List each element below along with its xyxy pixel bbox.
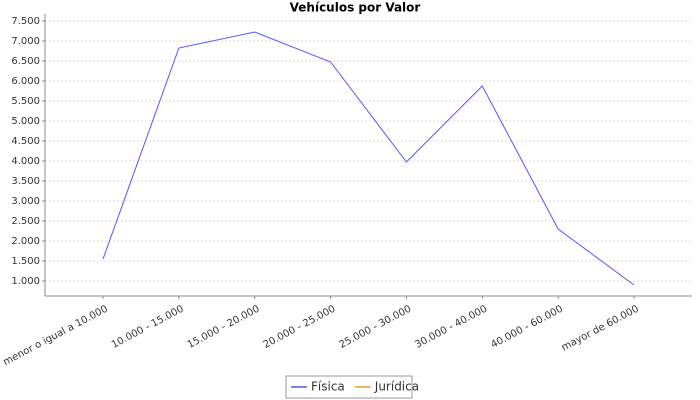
y-tick-label: 4.500 (11, 136, 40, 147)
y-tick-label: 1.500 (11, 256, 40, 267)
x-tick-label: 30.000 - 40.000 (413, 304, 489, 351)
y-tick-label: 3.500 (11, 176, 40, 187)
x-tick-label: 10.000 - 15.000 (110, 304, 186, 351)
x-tick-label: 40.000 - 60.000 (489, 304, 565, 351)
x-tick-label: menor o igual a 10.000 (2, 304, 110, 369)
y-tick-label: 3.000 (11, 196, 40, 207)
y-tick-label: 7.500 (11, 16, 40, 27)
y-tick-label: 4.000 (11, 156, 40, 167)
y-tick-label: 6.000 (11, 76, 40, 87)
y-tick-label: 2.500 (11, 216, 40, 227)
legend-label: Física (311, 380, 345, 394)
x-tick-label: 15.000 - 20.000 (186, 304, 262, 351)
y-tick-label: 6.500 (11, 56, 40, 67)
y-tick-label: 2.000 (11, 236, 40, 247)
x-tick-label: 25.000 - 30.000 (337, 304, 413, 351)
legend-label: Jurídica (374, 380, 419, 394)
legend-box (285, 375, 413, 399)
y-tick-label: 7.000 (11, 36, 40, 47)
y-tick-label: 5.000 (11, 116, 40, 127)
series-line (102, 31, 635, 286)
x-tick-label: 20.000 - 25.000 (262, 304, 338, 351)
y-tick-label: 5.500 (11, 96, 40, 107)
y-tick-label: 1.000 (11, 276, 40, 287)
x-tick-label: mayor de 60.000 (560, 304, 641, 354)
chart-title: Vehículos por Valor (290, 1, 421, 15)
